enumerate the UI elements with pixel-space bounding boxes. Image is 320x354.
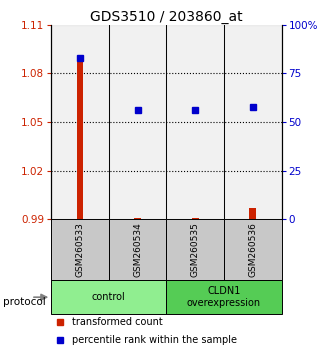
Bar [249,208,256,219]
Bar [109,219,166,280]
Bar [134,218,141,219]
Text: control: control [92,292,126,302]
Bar [51,280,166,314]
Title: GDS3510 / 203860_at: GDS3510 / 203860_at [90,10,243,24]
Bar [166,219,224,280]
Text: GSM260534: GSM260534 [133,222,142,277]
Bar [224,25,282,219]
Text: GSM260536: GSM260536 [248,222,257,277]
Text: percentile rank within the sample: percentile rank within the sample [72,335,237,345]
Text: GSM260535: GSM260535 [191,222,200,277]
Text: CLDN1
overexpression: CLDN1 overexpression [187,286,261,308]
Bar [192,218,199,219]
Bar [76,62,84,219]
Bar [224,219,282,280]
Text: protocol: protocol [3,297,46,307]
Text: transformed count: transformed count [72,316,163,327]
Text: GSM260533: GSM260533 [76,222,84,277]
Bar [166,25,224,219]
Bar [109,25,166,219]
Bar [51,25,109,219]
Bar [51,219,109,280]
Bar [166,280,282,314]
